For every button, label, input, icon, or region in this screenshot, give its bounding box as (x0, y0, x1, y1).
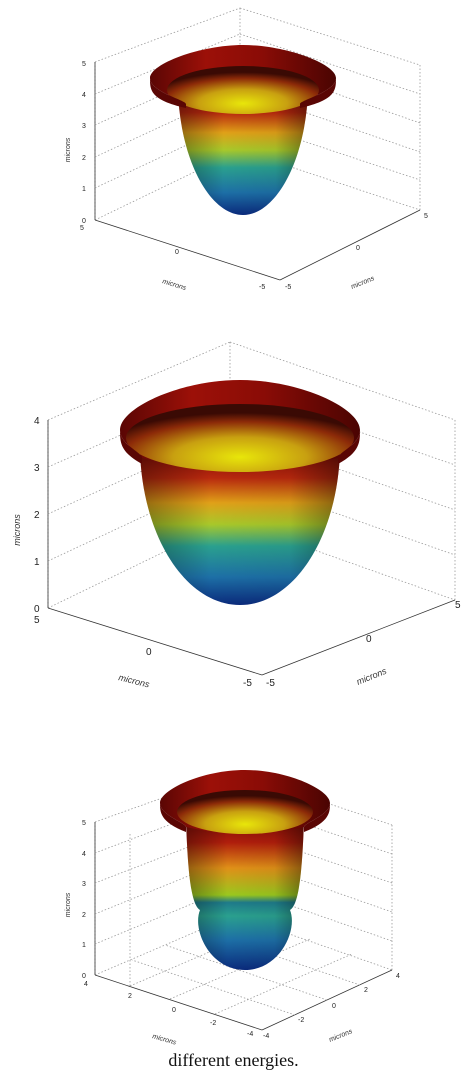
plot-3-ytick: 4 (396, 973, 400, 980)
plot-3-ytick: -4 (263, 1033, 269, 1040)
plot-2-ztick: 4 (34, 416, 40, 427)
surface-plot-2: 0 1 2 3 4 microns 5 0 -5 microns -5 0 5 … (0, 330, 467, 690)
surface-plot-1: 0 1 2 3 4 5 microns 5 0 -5 microns -5 0 … (0, 0, 467, 330)
plot-3-ztick: 2 (82, 912, 86, 919)
plot-2-zlabel: microns (12, 514, 22, 546)
plot-3-ztick: 3 (82, 881, 86, 888)
plot-1-xticks: 5 0 -5 (80, 225, 265, 291)
plot-1-ztick: 3 (82, 123, 86, 130)
plot-1-ztick: 5 (82, 61, 86, 68)
plot-2-ytick: 5 (455, 600, 461, 611)
plot-2-zticks: 0 1 2 3 4 (34, 416, 40, 615)
plot-1-zlabel: microns (65, 137, 72, 162)
plot-1-ytick: -5 (285, 284, 291, 291)
plot-2-canvas: 0 1 2 3 4 microns 5 0 -5 microns -5 0 5 … (12, 341, 461, 690)
plot-2-xtick: 0 (146, 647, 152, 658)
plot-3-bowl (160, 770, 330, 970)
plot-1-ylabel: microns (350, 275, 376, 291)
plot-2-ylabel: microns (355, 666, 388, 687)
figure-caption: different energies. (168, 1050, 299, 1070)
plot-1-zticks: 0 1 2 3 4 5 (82, 61, 86, 225)
plot-3-ztick: 1 (82, 942, 86, 949)
plot-1-yticks: -5 0 5 (285, 213, 428, 291)
plot-3-ylabel: microns (328, 1028, 354, 1044)
plot-2-yticks: -5 0 5 (266, 600, 461, 689)
plot-2-ztick: 3 (34, 463, 40, 474)
plot-3-canvas: 0 1 2 3 4 5 microns 4 2 0 -2 -4 microns … (65, 770, 400, 1045)
plot-3-xtick: -4 (247, 1031, 253, 1038)
plot-3-ztick: 5 (82, 820, 86, 827)
plot-1-xtick: -5 (259, 284, 265, 291)
plot-1-xtick: 5 (80, 225, 84, 232)
plot-2-xtick: -5 (243, 678, 252, 689)
plot-1-ztick: 2 (82, 155, 86, 162)
plot-1-ztick: 0 (82, 218, 86, 225)
plot-2-bowl (120, 380, 360, 605)
plot-3-xtick: 0 (172, 1007, 176, 1014)
plot-3-ztick: 4 (82, 851, 86, 858)
plot-3-xtick: 2 (128, 993, 132, 1000)
plot-1-ztick: 4 (82, 92, 86, 99)
plot-2-ztick: 2 (34, 510, 40, 521)
plot-1-bowl (150, 45, 336, 215)
plot-3-xlabel: microns (151, 1033, 177, 1045)
plot-3-xtick: 4 (84, 981, 88, 988)
plot-3-zticks: 0 1 2 3 4 5 (82, 820, 86, 980)
plot-1-xtick: 0 (175, 249, 179, 256)
plot-1-ytick: 0 (356, 245, 360, 252)
plot-2-ztick: 0 (34, 604, 40, 615)
plot-2-xtick: 5 (34, 615, 40, 626)
plot-2-ytick: 0 (366, 634, 372, 645)
plot-3-ytick: 2 (364, 987, 368, 994)
plot-3-xticks: 4 2 0 -2 -4 (84, 981, 253, 1038)
plot-2-ytick: -5 (266, 678, 275, 689)
plot-3-ytick: 0 (332, 1003, 336, 1010)
plot-3-zlabel: microns (65, 892, 72, 917)
surface-plot-3: 0 1 2 3 4 5 microns 4 2 0 -2 -4 microns … (0, 690, 467, 1045)
plot-2-ztick: 1 (34, 557, 40, 568)
plot-2-xticks: 5 0 -5 (34, 615, 252, 689)
plot-3-xtick: -2 (210, 1020, 216, 1027)
plot-1-canvas: 0 1 2 3 4 5 microns 5 0 -5 microns -5 0 … (65, 7, 428, 292)
plot-2-xlabel: microns (118, 672, 151, 689)
plot-3-yticks: -4 -2 0 2 4 (263, 973, 400, 1040)
plot-3-ztick: 0 (82, 973, 86, 980)
plot-1-ytick: 5 (424, 213, 428, 220)
plot-1-xlabel: microns (161, 278, 187, 292)
plot-1-ztick: 1 (82, 186, 86, 193)
plot-3-ytick: -2 (298, 1017, 304, 1024)
